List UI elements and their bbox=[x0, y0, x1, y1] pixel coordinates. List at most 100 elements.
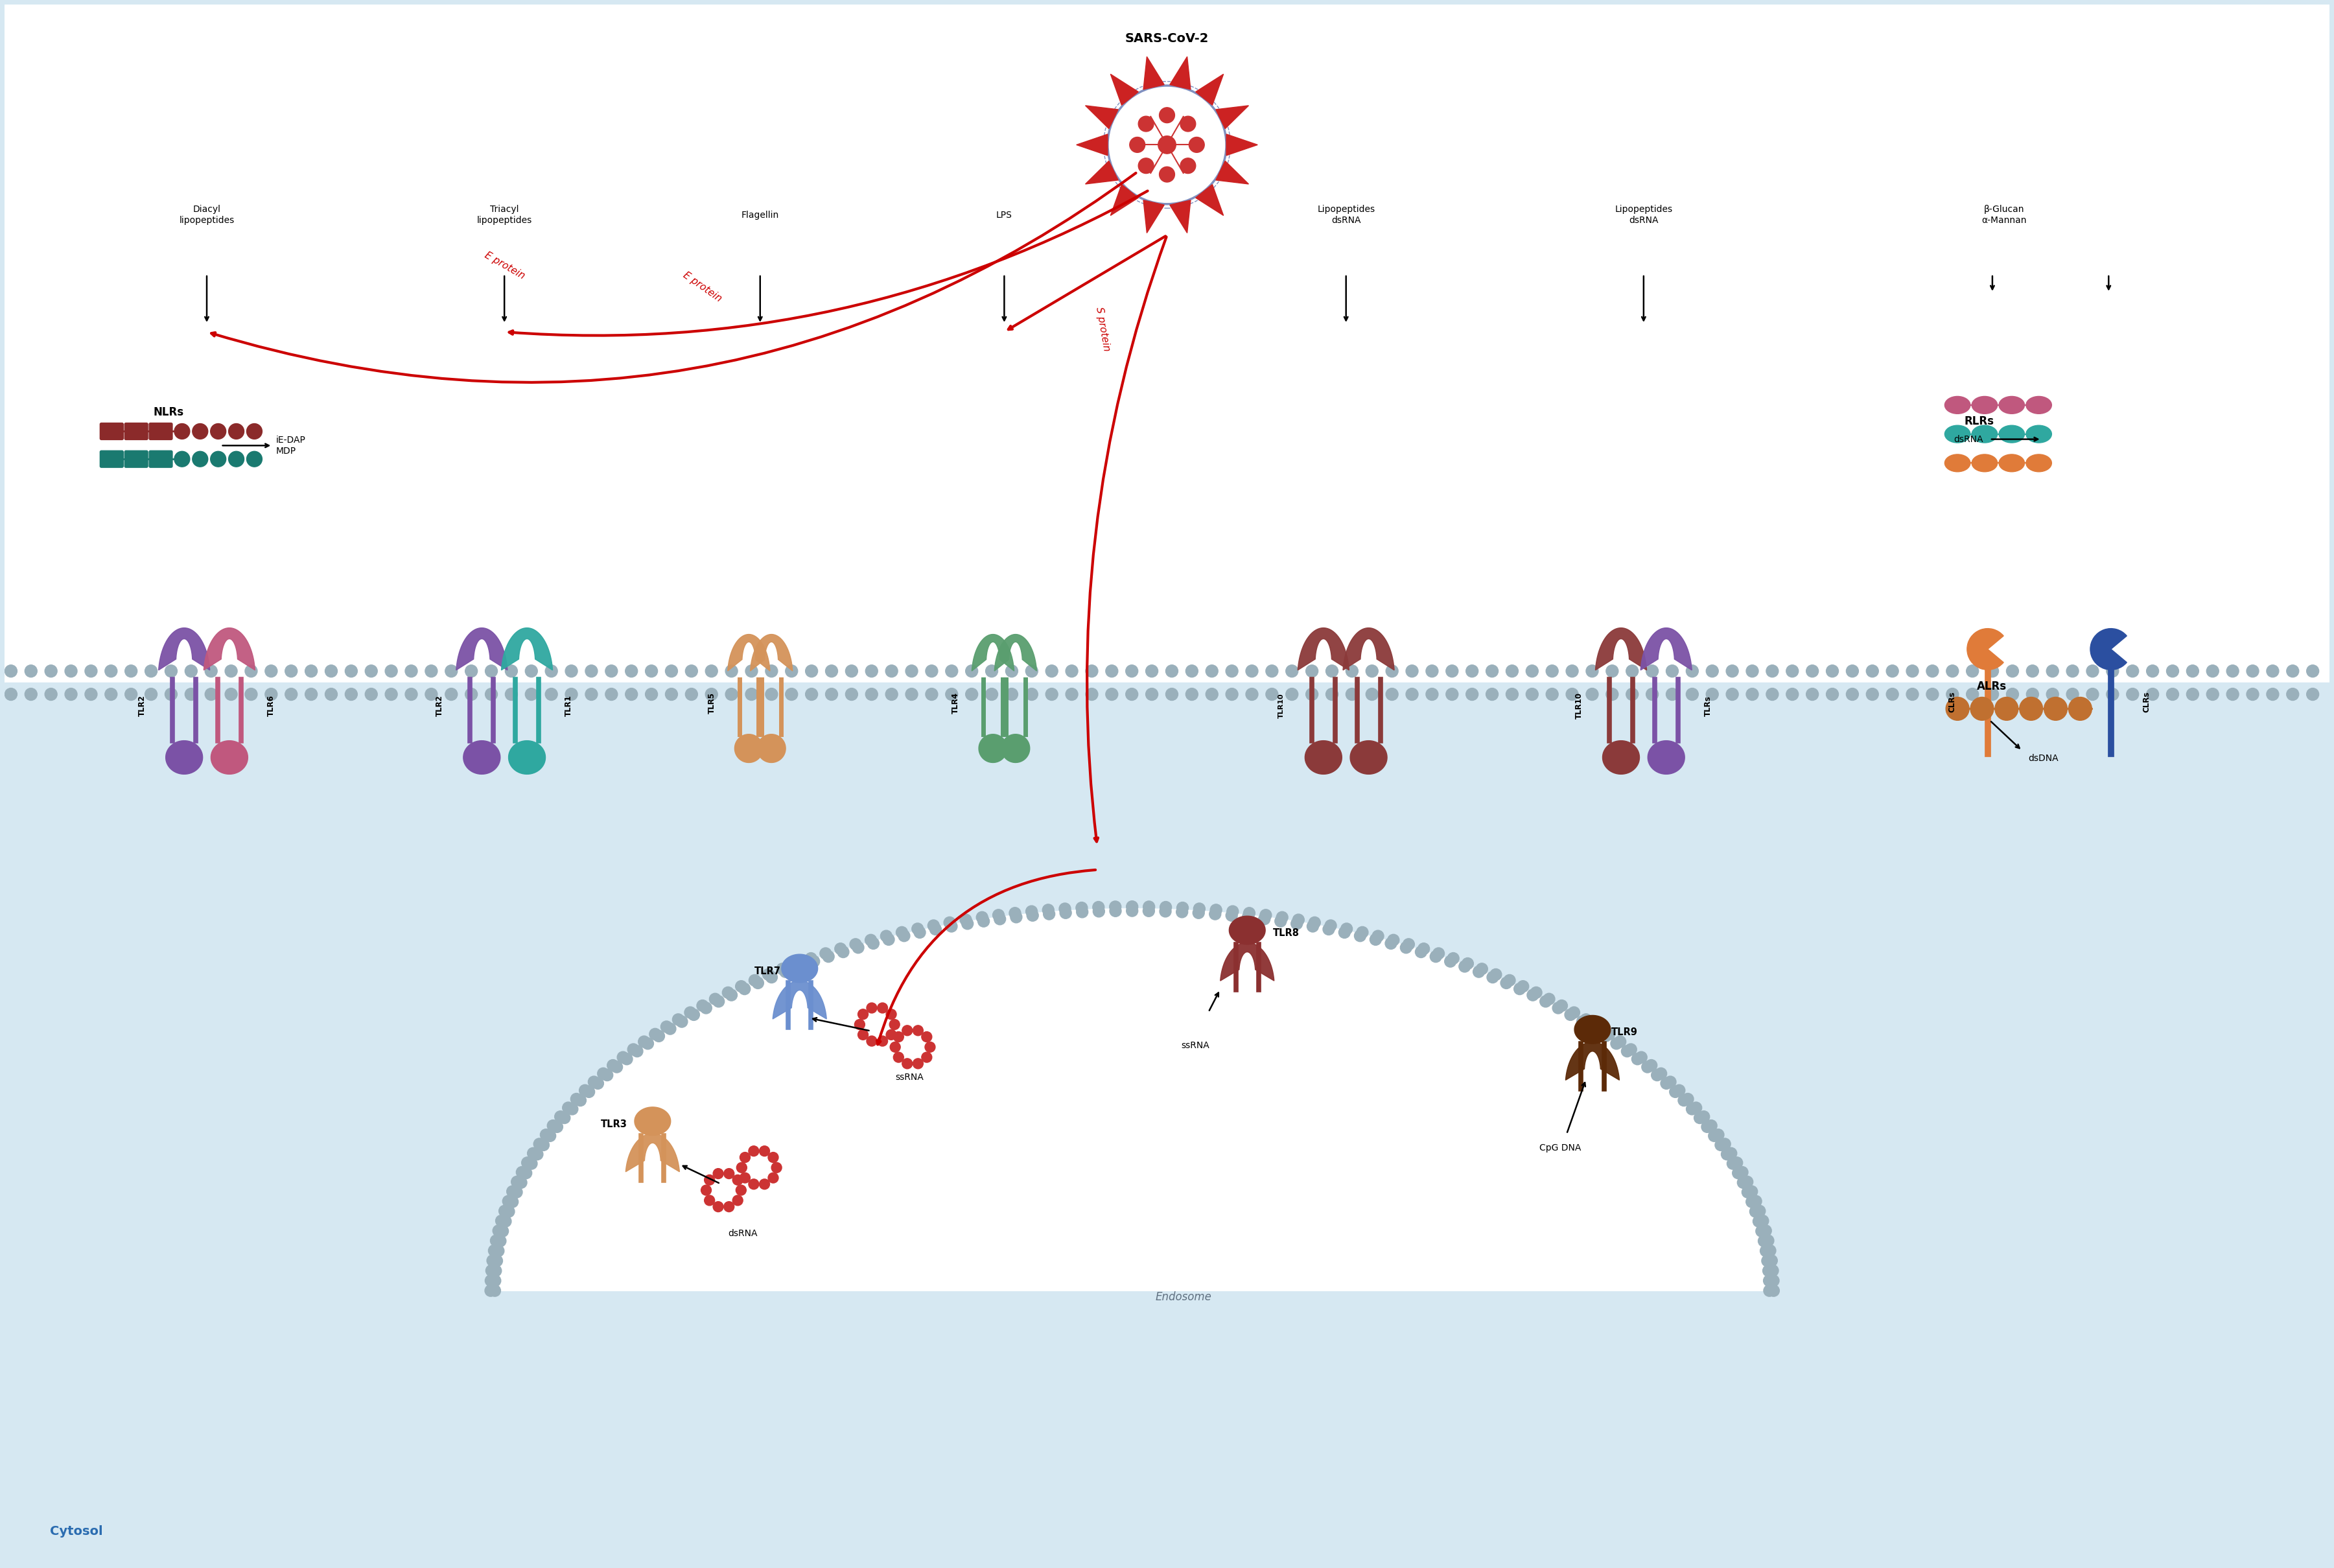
Circle shape bbox=[2166, 688, 2178, 701]
Circle shape bbox=[184, 665, 198, 677]
Circle shape bbox=[612, 1062, 623, 1073]
Polygon shape bbox=[749, 635, 794, 671]
Text: RLRs: RLRs bbox=[1963, 416, 1993, 426]
Circle shape bbox=[773, 1162, 782, 1173]
Circle shape bbox=[766, 972, 777, 983]
Circle shape bbox=[1645, 1060, 1657, 1071]
Circle shape bbox=[726, 989, 738, 1000]
Polygon shape bbox=[203, 627, 254, 670]
Circle shape bbox=[1286, 665, 1298, 677]
Circle shape bbox=[738, 1162, 747, 1173]
Circle shape bbox=[1631, 1054, 1643, 1065]
Ellipse shape bbox=[1944, 425, 1970, 442]
Circle shape bbox=[65, 665, 77, 677]
Circle shape bbox=[924, 1041, 936, 1052]
Circle shape bbox=[1340, 927, 1351, 938]
Circle shape bbox=[495, 1236, 506, 1247]
Circle shape bbox=[579, 1085, 591, 1096]
Circle shape bbox=[922, 1032, 931, 1043]
Circle shape bbox=[245, 665, 257, 677]
Circle shape bbox=[546, 665, 558, 677]
Text: iE-DAP
MDP: iE-DAP MDP bbox=[275, 436, 306, 456]
Circle shape bbox=[2206, 665, 2220, 677]
Circle shape bbox=[805, 688, 817, 701]
Circle shape bbox=[705, 1195, 714, 1206]
Circle shape bbox=[1501, 977, 1512, 989]
Circle shape bbox=[735, 980, 747, 993]
Circle shape bbox=[985, 665, 999, 677]
Circle shape bbox=[1610, 1038, 1622, 1049]
Circle shape bbox=[962, 917, 973, 930]
Circle shape bbox=[1487, 972, 1498, 983]
Circle shape bbox=[1466, 688, 1477, 701]
Circle shape bbox=[605, 688, 619, 701]
Polygon shape bbox=[971, 635, 1013, 671]
Circle shape bbox=[866, 665, 878, 677]
Circle shape bbox=[44, 665, 56, 677]
Circle shape bbox=[1370, 933, 1382, 946]
Circle shape bbox=[1825, 688, 1839, 701]
Circle shape bbox=[845, 665, 857, 677]
Circle shape bbox=[1076, 902, 1088, 914]
Circle shape bbox=[735, 1185, 747, 1195]
Circle shape bbox=[490, 1254, 502, 1267]
Circle shape bbox=[488, 1254, 499, 1267]
Circle shape bbox=[1746, 1196, 1758, 1207]
Circle shape bbox=[1258, 913, 1270, 925]
Circle shape bbox=[1025, 688, 1039, 701]
Circle shape bbox=[546, 688, 558, 701]
Circle shape bbox=[889, 1019, 899, 1030]
Circle shape bbox=[1965, 665, 1979, 677]
Circle shape bbox=[1228, 906, 1239, 917]
Text: CLRs: CLRs bbox=[1949, 691, 1956, 712]
Circle shape bbox=[266, 688, 278, 701]
Circle shape bbox=[927, 688, 938, 701]
Circle shape bbox=[721, 986, 733, 999]
Circle shape bbox=[714, 1201, 724, 1212]
Polygon shape bbox=[502, 627, 553, 670]
Circle shape bbox=[499, 1206, 511, 1217]
Circle shape bbox=[191, 423, 208, 439]
Circle shape bbox=[1846, 665, 1858, 677]
Circle shape bbox=[490, 1275, 502, 1286]
Circle shape bbox=[2306, 665, 2320, 677]
Circle shape bbox=[1526, 989, 1538, 1000]
Bar bbox=[5, 682, 2329, 1563]
Circle shape bbox=[1207, 665, 1218, 677]
Circle shape bbox=[621, 1054, 633, 1065]
Circle shape bbox=[1400, 942, 1412, 953]
Text: S protein: S protein bbox=[1095, 306, 1111, 353]
Polygon shape bbox=[1216, 162, 1249, 183]
Circle shape bbox=[1125, 665, 1139, 677]
Circle shape bbox=[1713, 1129, 1725, 1140]
Circle shape bbox=[1568, 1007, 1580, 1018]
Circle shape bbox=[1746, 688, 1758, 701]
Circle shape bbox=[887, 1030, 896, 1040]
Circle shape bbox=[485, 665, 497, 677]
Circle shape bbox=[1006, 665, 1018, 677]
Circle shape bbox=[490, 1265, 502, 1276]
Circle shape bbox=[766, 688, 777, 701]
Circle shape bbox=[759, 1146, 770, 1156]
Circle shape bbox=[406, 665, 418, 677]
Polygon shape bbox=[1575, 1016, 1610, 1044]
Polygon shape bbox=[1230, 916, 1265, 944]
Circle shape bbox=[525, 1157, 537, 1170]
Circle shape bbox=[1685, 665, 1699, 677]
Circle shape bbox=[819, 947, 831, 960]
Circle shape bbox=[1025, 665, 1039, 677]
Circle shape bbox=[1043, 905, 1055, 916]
Circle shape bbox=[1746, 1185, 1758, 1198]
Circle shape bbox=[1627, 688, 1638, 701]
Circle shape bbox=[787, 688, 798, 701]
Circle shape bbox=[145, 688, 156, 701]
Polygon shape bbox=[1596, 627, 1648, 670]
Circle shape bbox=[868, 938, 880, 949]
Circle shape bbox=[1106, 665, 1118, 677]
Circle shape bbox=[1760, 1225, 1772, 1237]
Circle shape bbox=[1690, 1102, 1701, 1113]
Circle shape bbox=[654, 1030, 665, 1041]
Circle shape bbox=[850, 939, 861, 950]
Circle shape bbox=[1732, 1157, 1743, 1168]
Text: dsDNA: dsDNA bbox=[2028, 754, 2059, 764]
